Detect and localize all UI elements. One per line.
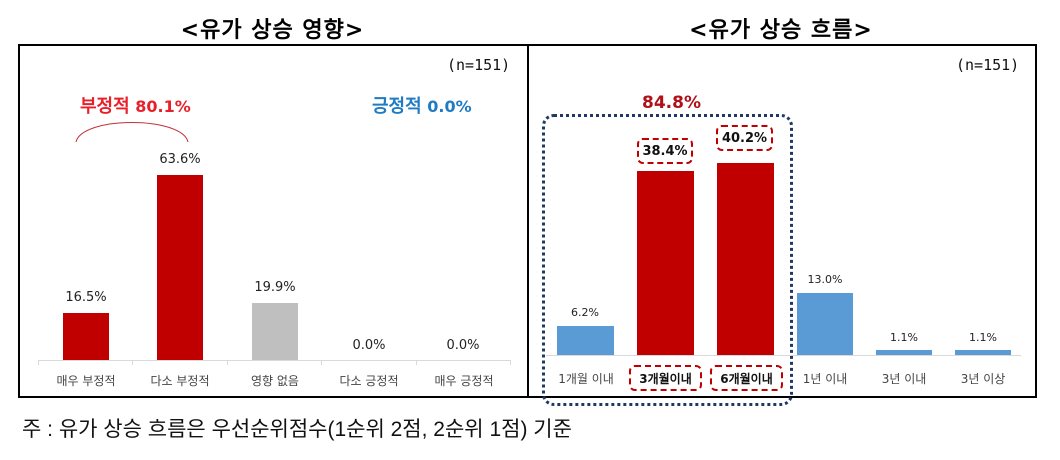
category-label: 다소 부정적 — [150, 374, 210, 388]
bar-within-6-months — [717, 163, 774, 355]
bar-within-3-years — [876, 350, 932, 355]
positive-summary: 긍정적 0.0% — [372, 92, 472, 118]
category-label: 1개월 이내 — [558, 372, 614, 386]
right-x-axis — [546, 355, 1021, 356]
value-label: 16.5% — [65, 290, 107, 305]
axis-tick — [132, 360, 133, 365]
highlight-category-6-months: 6개월이내 — [710, 365, 783, 391]
category-label: 매우 긍정적 — [434, 374, 494, 388]
negative-summary-label: 부정적 — [80, 96, 130, 117]
left-x-axis — [38, 360, 510, 361]
bar-somewhat-negative — [157, 175, 203, 360]
axis-tick — [321, 360, 322, 365]
left-sample-size: (n=151) — [447, 56, 511, 74]
right-chart-title: <유가 상승 흐름> — [689, 18, 873, 43]
highlight-value-6-months: 40.2% — [716, 125, 773, 151]
left-chart-title: <유가 상승 영향> — [180, 18, 365, 43]
bar-within-1-year — [797, 293, 853, 355]
axis-tick — [38, 360, 39, 365]
category-label: 1년 이내 — [802, 372, 848, 386]
group-total: 84.8% — [642, 93, 701, 113]
value-label: 0.0% — [446, 338, 480, 353]
value-label: 63.6% — [159, 152, 201, 167]
bar-over-3-years — [955, 350, 1011, 355]
negative-summary-value: 80.1% — [135, 97, 191, 116]
axis-tick — [510, 360, 511, 365]
bar-very-negative — [63, 313, 109, 360]
highlight-category-3-months: 3개월이내 — [629, 365, 702, 391]
category-label: 3년 이내 — [881, 372, 927, 386]
positive-summary-label: 긍정적 — [372, 96, 422, 117]
footnote: 주 : 유가 상승 흐름은 우선순위점수(1순위 2점, 2순위 1점) 기준 — [22, 418, 572, 441]
category-label: 매우 부정적 — [56, 374, 116, 388]
highlight-value-3-months: 38.4% — [637, 138, 693, 164]
category-label: 영향 없음 — [251, 374, 299, 388]
axis-tick — [227, 360, 228, 365]
short-term-group-box — [542, 114, 793, 406]
value-label: 6.2% — [571, 306, 599, 319]
right-sample-size: (n=151) — [956, 56, 1020, 74]
axis-tick — [416, 360, 417, 365]
value-label: 1.1% — [890, 331, 918, 344]
bar-within-3-months — [637, 171, 694, 355]
value-label: 0.0% — [352, 338, 386, 353]
bar-within-1-month — [557, 326, 614, 355]
value-label: 19.9% — [254, 280, 296, 295]
positive-summary-value: 0.0% — [427, 97, 472, 116]
bar-no-effect — [252, 303, 298, 360]
category-label: 다소 긍정적 — [339, 374, 399, 388]
value-label: 13.0% — [807, 273, 843, 286]
value-label: 1.1% — [969, 331, 997, 344]
negative-grouping-arc — [75, 122, 189, 143]
category-label: 3년 이상 — [960, 372, 1006, 386]
negative-summary: 부정적 80.1% — [80, 92, 191, 118]
